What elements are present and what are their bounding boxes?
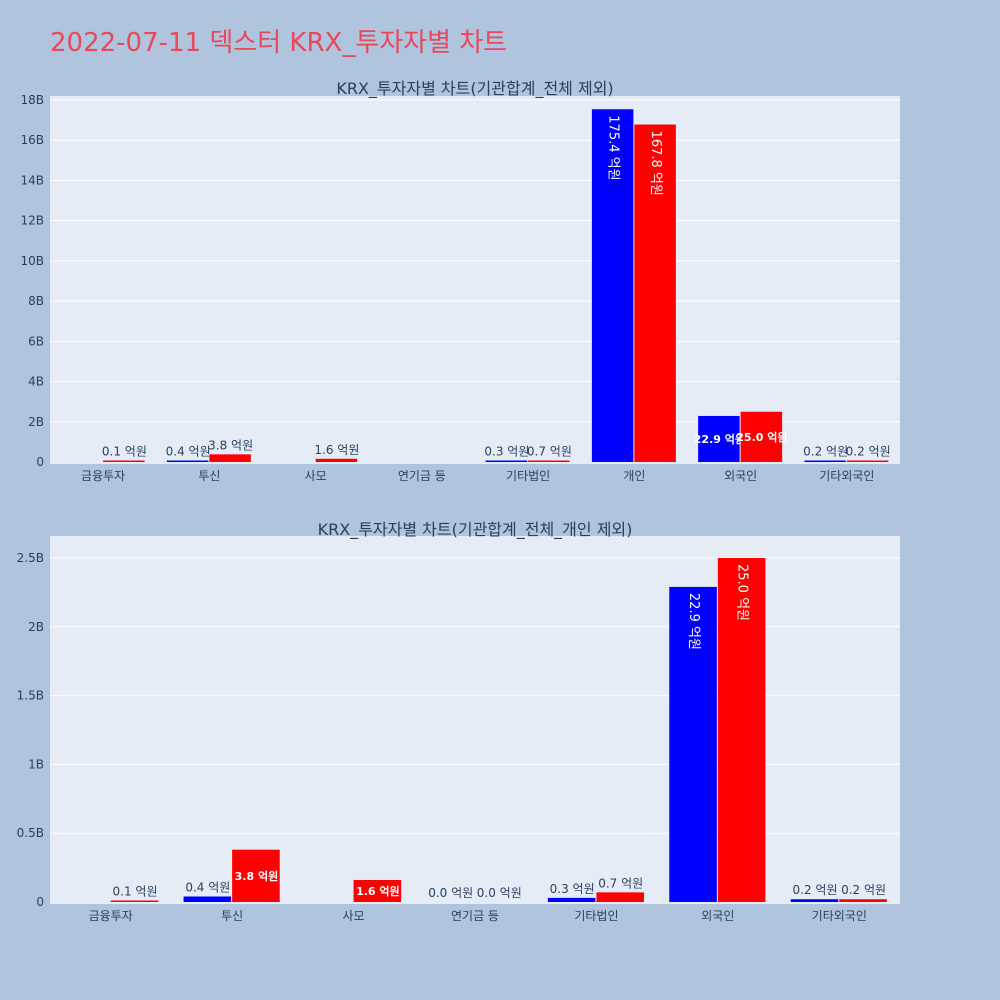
data-label: 3.8 억원 <box>208 438 253 452</box>
chart-excluding-institutions: KRX_투자자별 차트(기관합계_전체 제외) 0 2B 4B 6B 8B 10B 12B 14… <box>20 79 900 483</box>
y-tick-label: 2.5B <box>17 551 44 565</box>
data-label: 0.0 억원 <box>477 886 522 900</box>
y-tick-label: 6B <box>28 334 44 348</box>
data-label: 25.0 억원 <box>735 564 750 621</box>
bar <box>103 460 145 462</box>
y-tick-label: 0.5B <box>17 826 44 840</box>
y-tick-label: 0 <box>36 455 44 469</box>
bar <box>634 124 676 463</box>
x-tick-label: 사모 <box>305 469 327 483</box>
y-tick-label: 4B <box>28 375 44 389</box>
bar <box>804 460 846 462</box>
data-label: 175.4 억원 <box>606 115 621 180</box>
x-tick-label: 기타법인 <box>574 909 618 923</box>
data-label: 22.9 억원 <box>694 432 745 446</box>
y-tick-label: 10B <box>20 254 44 268</box>
bar <box>166 460 209 462</box>
y-tick-label: 1.5B <box>17 689 44 703</box>
chart-excluding-institutions-individuals: KRX_투자자별 차트(기관합계_전체_개인 제외) 0 0.5B 1B 1.5B 2B 2… <box>17 520 900 923</box>
page-title: 2022-07-11 덱스터 KRX_투자자별 차트 <box>50 28 508 58</box>
x-tick-label: 금융투자 <box>81 469 125 483</box>
y-tick-label: 18B <box>20 93 44 107</box>
data-label: 0.1 억원 <box>113 885 158 899</box>
bar <box>591 109 634 462</box>
bar <box>839 899 887 902</box>
x-tick-label: 기타외국인 <box>819 469 874 483</box>
data-label: 0.2 억원 <box>846 445 891 459</box>
data-label: 0.1 억원 <box>102 445 147 459</box>
x-tick-label: 연기금 등 <box>398 469 446 483</box>
data-label: 22.9 억원 <box>686 593 701 650</box>
x-tick-label: 외국인 <box>724 469 757 483</box>
bar <box>183 896 232 902</box>
data-label: 167.8 억원 <box>648 131 663 196</box>
data-label: 0.3 억원 <box>550 882 595 896</box>
bar <box>110 900 159 902</box>
x-tick-label: 개인 <box>623 469 645 483</box>
bar <box>547 897 596 902</box>
y-tick-label: 14B <box>20 173 44 187</box>
x-tick-label: 투신 <box>198 469 220 483</box>
data-label: 0.4 억원 <box>185 880 230 894</box>
bar <box>209 454 251 462</box>
data-label: 0.2 억원 <box>793 883 838 897</box>
y-tick-label: 12B <box>20 214 44 228</box>
x-tick-label: 기타외국인 <box>812 909 867 923</box>
bar <box>232 849 280 902</box>
x-tick-label: 연기금 등 <box>451 909 499 923</box>
data-label: 0.4 억원 <box>166 445 211 459</box>
bar <box>698 415 740 462</box>
y-tick-label: 1B <box>28 757 44 771</box>
y-tick-label: 16B <box>20 133 44 147</box>
data-label: 25.0 억원 <box>736 430 787 444</box>
data-label: 0.3 억원 <box>484 445 529 459</box>
bar <box>315 458 358 462</box>
bar <box>596 892 644 902</box>
data-label: 0.0 억원 <box>428 886 473 900</box>
data-label: 0.2 억원 <box>803 445 848 459</box>
data-label: 0.2 억원 <box>841 883 886 897</box>
x-tick-label: 사모 <box>343 909 365 923</box>
plot-area <box>50 96 900 464</box>
data-label: 0.7 억원 <box>598 876 643 890</box>
data-label: 3.8 억원 <box>235 869 279 883</box>
y-tick-label: 8B <box>28 294 44 308</box>
bar <box>669 586 717 902</box>
bar <box>740 411 783 462</box>
bar <box>717 558 766 902</box>
chart-title: KRX_투자자별 차트(기관합계_전체 제외) <box>336 79 613 99</box>
y-tick-label: 0 <box>36 895 44 909</box>
bar <box>528 460 570 462</box>
plot-area <box>50 536 900 904</box>
data-label: 1.6 억원 <box>314 443 359 457</box>
bar <box>846 460 889 462</box>
data-label: 0.7 억원 <box>527 445 572 459</box>
x-tick-label: 투신 <box>221 909 243 923</box>
x-tick-label: 외국인 <box>701 909 734 923</box>
data-label: 1.6 억원 <box>356 884 400 898</box>
y-tick-label: 2B <box>28 620 44 634</box>
chart-title: KRX_투자자별 차트(기관합계_전체_개인 제외) <box>318 520 633 540</box>
bar <box>790 899 839 902</box>
bar <box>485 460 528 462</box>
bar <box>353 879 402 902</box>
x-tick-label: 금융투자 <box>89 909 133 923</box>
y-tick-label: 2B <box>28 415 44 429</box>
x-tick-label: 기타법인 <box>506 469 550 483</box>
